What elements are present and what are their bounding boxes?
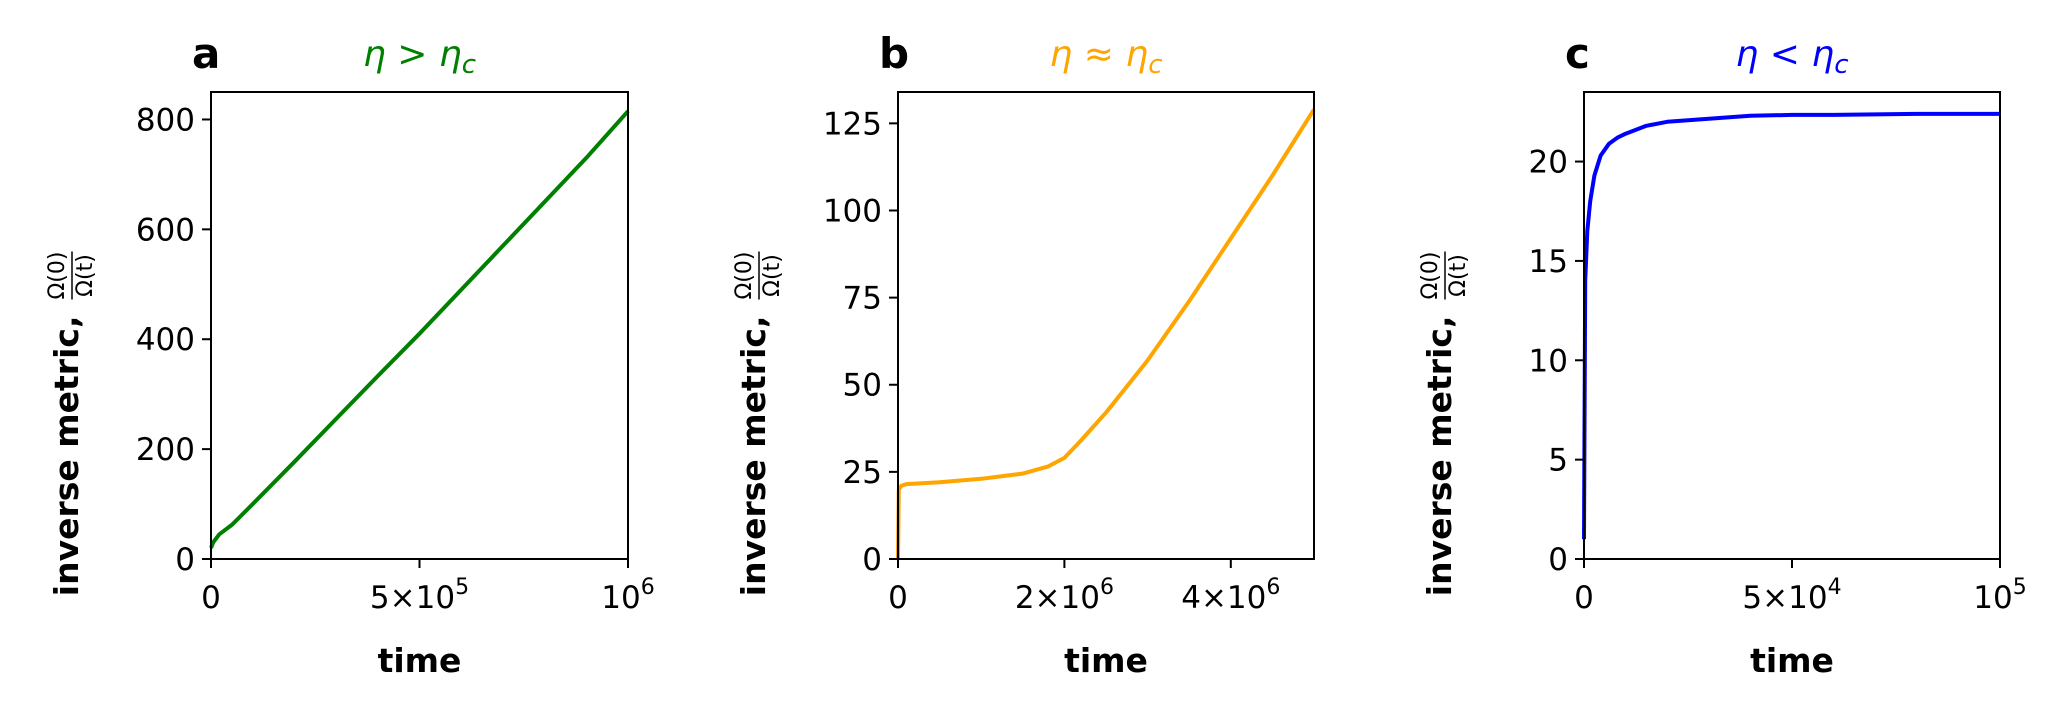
- plot-frame: [1583, 91, 2001, 560]
- y-axis-label: inverse metric, Ω(0) Ω(t): [1418, 251, 1471, 597]
- y-tick-label: 400: [136, 322, 195, 358]
- y-label-numerator: Ω(0): [1418, 252, 1443, 300]
- y-tick-label: 125: [823, 106, 882, 142]
- series-line-b: [896, 108, 1316, 560]
- y-tick-label: 200: [136, 432, 195, 468]
- x-tick-label: 5×105: [370, 575, 469, 616]
- y-tick-label: 5: [1548, 443, 1568, 479]
- plot-frame: [210, 91, 629, 560]
- y-axis-label: inverse metric, Ω(0) Ω(t): [45, 251, 98, 597]
- x-tick-label: 2×106: [1015, 575, 1114, 616]
- y-tick-label: 15: [1529, 244, 1568, 280]
- x-axis-label: time: [1750, 641, 1834, 680]
- series-line-c: [1582, 111, 2000, 540]
- y-tick-label: 100: [823, 193, 882, 229]
- x-tick-label: 0: [201, 580, 221, 616]
- panel-letter: b: [879, 29, 909, 78]
- y-tick-label: 10: [1529, 343, 1568, 379]
- panel-a: 0 5×105 106 0 200 400 600 800 time inverse metric…: [45, 29, 655, 680]
- plot-frame: [897, 91, 1315, 560]
- x-tick-label: 0: [1574, 580, 1594, 616]
- panel-letter: a: [192, 29, 220, 78]
- y-tick-label: 0: [175, 542, 195, 578]
- y-axis-label-text: inverse metric,: [734, 316, 773, 597]
- y-label-denominator: Ω(t): [1446, 254, 1471, 297]
- x-tick-label: 106: [601, 575, 654, 616]
- y-tick-label: 0: [862, 542, 882, 578]
- y-tick-label: 600: [136, 212, 195, 248]
- y-tick-label: 75: [843, 281, 882, 317]
- x-tick-label: 0: [888, 580, 908, 616]
- y-label-numerator: Ω(0): [732, 252, 757, 300]
- y-label-denominator: Ω(t): [73, 254, 98, 297]
- x-tick-label: 105: [1973, 575, 2026, 616]
- panel-title: η < ηc: [1736, 34, 1849, 80]
- panel-b: 0 2×106 4×106 0 25 50 75 100 125 time inverse metr…: [732, 29, 1316, 680]
- series-line-a: [209, 109, 630, 549]
- y-tick-label: 0: [1548, 542, 1568, 578]
- y-label-numerator: Ω(0): [45, 252, 70, 300]
- panel-c: 0 5×104 105 0 5 10 15 20 time inverse metric, Ω(0)…: [1418, 29, 2027, 680]
- panel-title: η ≈ ηc: [1050, 34, 1163, 80]
- y-tick-label: 25: [843, 455, 882, 491]
- x-axis-label: time: [378, 641, 462, 680]
- x-axis-label: time: [1064, 641, 1148, 680]
- x-tick-label: 5×104: [1742, 575, 1841, 616]
- y-tick-label: 800: [136, 102, 195, 138]
- panel-letter: c: [1565, 29, 1590, 78]
- x-tick-label: 4×106: [1181, 575, 1280, 616]
- y-tick-label: 50: [843, 368, 882, 404]
- y-tick-label: 20: [1529, 145, 1568, 181]
- y-label-denominator: Ω(t): [760, 254, 785, 297]
- y-axis-label-text: inverse metric,: [47, 316, 86, 597]
- y-axis-label-text: inverse metric,: [1420, 316, 1459, 597]
- panel-title: η > ηc: [363, 34, 476, 80]
- y-axis-label: inverse metric, Ω(0) Ω(t): [732, 251, 785, 597]
